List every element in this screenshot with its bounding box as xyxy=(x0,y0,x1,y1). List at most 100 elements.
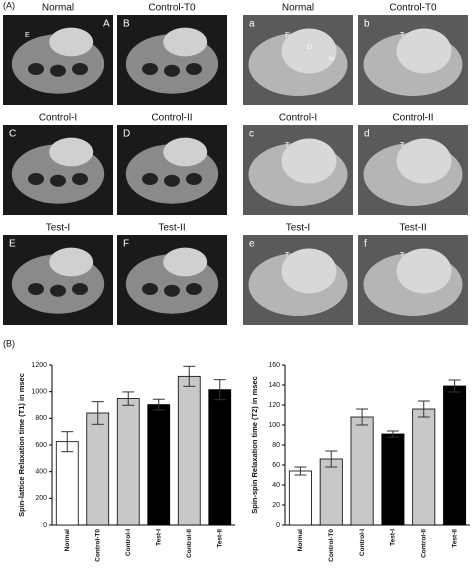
image-letter: E xyxy=(9,239,16,250)
x-tick-label: Control-T0 xyxy=(328,529,335,562)
y-axis-label: Spin-spin Relaxation time (T2) in msec xyxy=(250,376,259,514)
image-letter: C xyxy=(9,129,16,140)
bar xyxy=(147,404,171,526)
image-letter: D xyxy=(123,129,130,140)
cavity xyxy=(186,63,202,75)
image-title: Test-II xyxy=(399,223,426,234)
image-letter: A xyxy=(103,19,110,30)
tissue xyxy=(49,247,94,277)
image-letter: c xyxy=(249,129,254,140)
x-tick-label: Control-II xyxy=(420,529,427,558)
cavity xyxy=(28,283,44,295)
panel-label: (A) xyxy=(3,0,15,10)
y-tick-label: 0 xyxy=(276,522,280,529)
image-annotation: T xyxy=(400,252,405,259)
cavity xyxy=(50,284,66,297)
image-title: Control-T0 xyxy=(148,3,196,14)
y-tick-label: 600 xyxy=(35,442,47,449)
bar xyxy=(350,416,374,526)
bar xyxy=(86,412,110,526)
image-title: Normal xyxy=(282,3,314,14)
image-annotation: T xyxy=(285,252,290,259)
x-tick-label: Test-I xyxy=(390,529,397,546)
image-title: Control-T0 xyxy=(389,3,437,14)
y-tick-label: 200 xyxy=(35,495,47,502)
image-annotation: T xyxy=(285,142,290,149)
y-tick-label: 60 xyxy=(272,462,280,469)
cavity xyxy=(28,63,44,75)
panel-label: (B) xyxy=(3,338,15,348)
image-annotation: H xyxy=(329,56,334,63)
image-annotation: T xyxy=(400,142,405,149)
cavity xyxy=(142,283,158,295)
tumor xyxy=(281,248,337,294)
image-title: Normal xyxy=(42,3,74,14)
cavity xyxy=(186,283,202,295)
image-title: Control-II xyxy=(392,113,433,124)
y-tick-label: 120 xyxy=(268,402,280,409)
cavity xyxy=(72,63,88,75)
bar xyxy=(443,385,467,526)
tumor xyxy=(396,138,452,184)
y-axis-label: Spin-lattice Relaxation time (T1) in mse… xyxy=(17,373,26,517)
cavity xyxy=(164,174,180,187)
y-tick-label: 140 xyxy=(268,382,280,389)
y-tick-label: 160 xyxy=(268,362,280,369)
x-tick-label: Test-II xyxy=(451,529,458,548)
cavity xyxy=(50,64,66,77)
tissue xyxy=(163,247,208,277)
image-annotation: E xyxy=(285,32,290,39)
image-letter: F xyxy=(123,239,129,250)
cavity xyxy=(72,173,88,185)
x-tick-label: Normal xyxy=(64,529,71,552)
image-title: Test-I xyxy=(46,223,70,234)
tissue xyxy=(49,27,94,57)
cavity xyxy=(164,64,180,77)
tissue xyxy=(163,27,208,57)
bar xyxy=(55,441,79,526)
tissue xyxy=(163,137,208,167)
image-letter: a xyxy=(249,19,255,30)
y-tick-label: 800 xyxy=(35,415,47,422)
image-title: Test-II xyxy=(158,223,185,234)
tumor xyxy=(396,28,452,74)
cavity xyxy=(50,174,66,187)
image-title: Control-I xyxy=(279,113,317,124)
tumor xyxy=(281,28,337,74)
image-letter: e xyxy=(249,239,255,250)
cavity xyxy=(72,283,88,295)
y-tick-label: 0 xyxy=(43,522,47,529)
x-tick-label: Control-I xyxy=(125,529,132,556)
y-tick-label: 80 xyxy=(272,442,280,449)
tumor xyxy=(281,138,337,184)
image-annotation: T xyxy=(400,32,405,39)
tumor xyxy=(396,248,452,294)
image-letter: d xyxy=(364,129,370,140)
image-annotation: E xyxy=(25,32,30,39)
x-tick-label: Control-I xyxy=(359,529,366,556)
x-tick-label: Normal xyxy=(297,529,304,552)
bar xyxy=(208,389,232,526)
y-tick-label: 20 xyxy=(272,502,280,509)
cavity xyxy=(142,173,158,185)
x-tick-label: Control-T0 xyxy=(94,529,101,562)
x-tick-label: Test-II xyxy=(216,529,223,548)
cavity xyxy=(28,173,44,185)
y-tick-label: 1200 xyxy=(31,362,47,369)
cavity xyxy=(164,284,180,297)
image-letter: b xyxy=(364,19,370,30)
bar xyxy=(177,375,201,526)
image-title: Control-I xyxy=(39,113,77,124)
image-title: Control-II xyxy=(151,113,192,124)
cavity xyxy=(142,63,158,75)
y-tick-label: 100 xyxy=(268,422,280,429)
bar xyxy=(412,408,436,526)
bar xyxy=(116,398,140,526)
bar xyxy=(381,433,405,526)
x-tick-label: Control-II xyxy=(186,529,193,558)
image-annotation: D xyxy=(307,44,312,51)
cavity xyxy=(186,173,202,185)
image-letter: B xyxy=(123,19,130,30)
tissue xyxy=(49,137,94,167)
